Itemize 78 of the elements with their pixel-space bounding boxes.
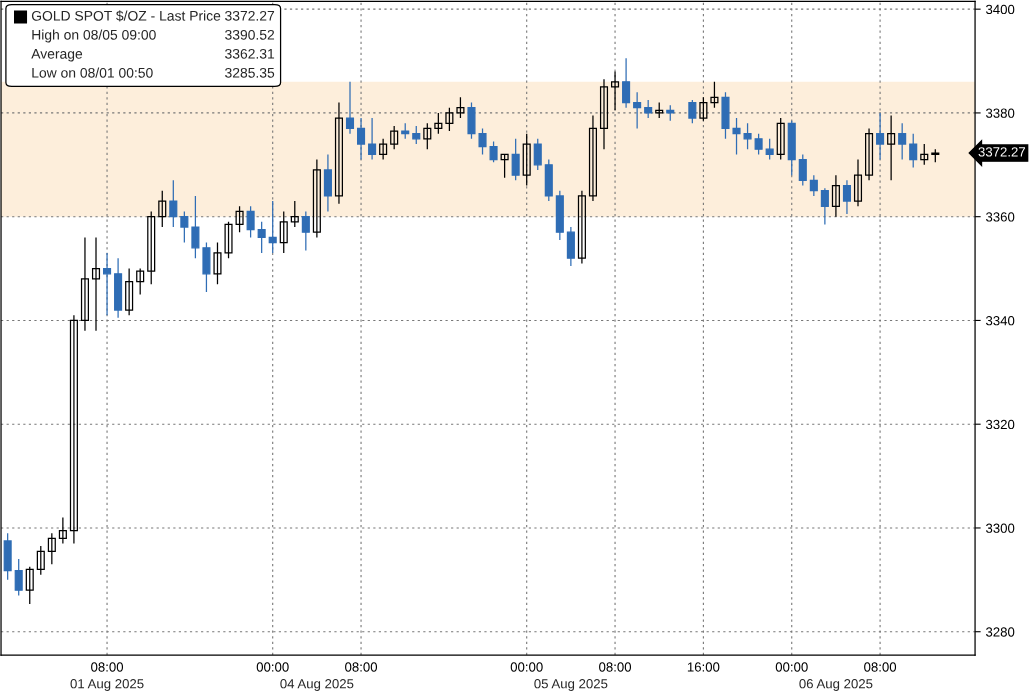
candlestick: [887, 114, 896, 181]
candlestick: [898, 122, 907, 161]
candlestick: [467, 101, 476, 140]
candlestick: [235, 205, 244, 233]
candlestick: [58, 516, 67, 545]
candlestick: [390, 125, 399, 150]
candlestick: [853, 158, 863, 207]
text: 01 Aug 2025: [70, 679, 144, 691]
candlestick: [710, 81, 719, 109]
candlestick: [743, 122, 752, 150]
text: 05 Aug 2025: [534, 679, 608, 691]
annotation: High on 08/05 09:00: [32, 29, 156, 43]
x-tick-label: 00:00: [256, 662, 289, 672]
annotation: Average: [31, 49, 83, 62]
x-tick-label: 08:00: [864, 662, 897, 672]
candlestick: [80, 236, 90, 332]
candlestick: [489, 140, 498, 163]
candlestick: [920, 143, 929, 166]
y-tick-label: 3320: [985, 419, 1015, 430]
candlestick: [334, 101, 344, 205]
candlestick: [445, 107, 454, 132]
candlestick: [290, 200, 299, 228]
candlestick: [500, 153, 509, 179]
candlestick: [599, 78, 609, 150]
candlestick: [279, 210, 288, 254]
candlestick: [423, 122, 432, 150]
candlestick: [864, 127, 874, 181]
x-tick-label: 08:00: [599, 662, 632, 672]
annotation: 3372.27: [225, 10, 275, 21]
candlestick: [125, 267, 134, 316]
text: 04 Aug 2025: [280, 679, 354, 691]
annotation: 3285.35: [225, 67, 275, 78]
annotation: 3390.52: [225, 29, 275, 40]
x-tick-label: 08:00: [345, 662, 378, 672]
candlestick: [136, 267, 145, 296]
candlestick: [610, 70, 620, 111]
candlestick: [91, 236, 101, 332]
candlestick: [224, 221, 233, 259]
candlestick: [434, 112, 443, 135]
candlestick: [588, 114, 598, 202]
x-tick-label: 08:00: [91, 662, 124, 672]
candlestick: [522, 133, 531, 187]
x-tick-label: 16:00: [687, 662, 720, 672]
candlestick: [776, 117, 785, 161]
candlestick: [180, 210, 189, 244]
candlestick: [47, 532, 56, 565]
candlestick: [379, 138, 388, 161]
candlestick: [312, 158, 321, 239]
candlestick: [732, 117, 741, 156]
y-tick-label: 3400: [985, 4, 1015, 15]
x-tick-label: 00:00: [510, 662, 543, 672]
y-tick-label: 3300: [985, 523, 1015, 533]
candlestick: [69, 314, 78, 545]
y-tick-label: 3360: [985, 212, 1015, 222]
legend-label: GOLD SPOT $/OZ - Last Price: [31, 10, 221, 22]
candlestick: [412, 125, 421, 145]
candlestick: [202, 241, 211, 293]
y-tick-label: 3280: [985, 627, 1015, 637]
candlestick: [644, 99, 653, 119]
candlestick: [754, 133, 763, 156]
candlestick: [456, 96, 465, 119]
candlestick: [36, 545, 45, 576]
x-tick-label: 00:00: [775, 662, 808, 672]
text: 3372.27: [978, 147, 1026, 157]
candlestick: [699, 96, 708, 122]
text: 06 Aug 2025: [799, 679, 873, 691]
y-tick-label: 3380: [985, 108, 1015, 118]
annotation: Low on 08/01 00:50: [32, 67, 153, 78]
y-tick-label: 3340: [985, 316, 1015, 326]
candlestick: [213, 241, 222, 285]
candlestick: [25, 566, 34, 605]
candlestick: [831, 174, 840, 218]
candlestick: [577, 190, 586, 265]
candlestick: [478, 127, 487, 156]
annotation: 3362.31: [225, 48, 275, 59]
candlestick: [158, 190, 167, 228]
candlestick: [147, 210, 156, 285]
candlestick: [721, 91, 730, 140]
